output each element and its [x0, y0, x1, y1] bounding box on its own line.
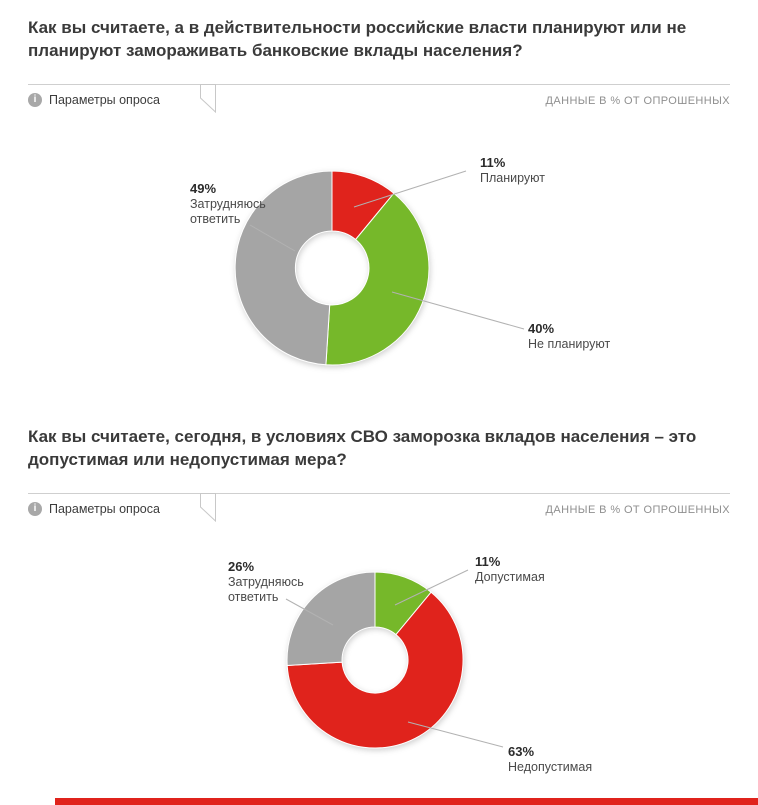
slice-name: Планируют [480, 171, 546, 185]
slice-pct: 40% [528, 321, 555, 336]
slice-pct: 26% [228, 559, 255, 574]
footer-accent-bar [55, 798, 758, 805]
donut-chart-svg [234, 170, 525, 366]
slice-name: Не планируют [528, 337, 611, 351]
poll-section-freeze-plans: Как вы считаете, а в действительности ро… [28, 18, 730, 411]
leader-line [391, 291, 525, 330]
poll-question-title: Как вы считаете, сегодня, в условиях СВО… [28, 427, 697, 469]
slice-name: Недопустимая [508, 760, 593, 774]
params-flag-divider [200, 84, 216, 113]
data-note: ДАННЫЕ В % ОТ ОПРОШЕННЫХ [545, 95, 730, 107]
donut-slice-1-2 [286, 571, 376, 667]
slice-label-planiruyut: 11% Планируют [480, 155, 545, 186]
leader-line [285, 598, 334, 626]
poll-params-label: Параметры опроса [49, 93, 160, 107]
poll-params-label: Параметры опроса [49, 502, 160, 516]
slice-pct: 49% [190, 181, 217, 196]
slice-label-ne-planiruyut: 40% Не планируют [528, 321, 610, 352]
donut-slice-0-2 [234, 170, 333, 366]
slice-pct: 11% [480, 155, 506, 170]
slice-pct: 63% [508, 744, 535, 759]
leader-line [249, 224, 296, 252]
donut-chart-svg [285, 569, 504, 749]
donut-chart-freeze-plans: 11% Планируют 40% Не планируют 49% Затру… [28, 119, 730, 411]
slice-label-dopustimaya: 11% Допустимая [475, 554, 545, 585]
info-icon: i [28, 93, 42, 107]
leader-line [394, 569, 469, 606]
slice-label-zatrudnyayus: 49% Затрудняюсь ответить [190, 181, 278, 227]
slice-label-zatrudnyayus: 26% Затрудняюсь ответить [228, 559, 316, 605]
params-flag-divider [200, 493, 216, 522]
leader-line [353, 170, 467, 208]
donut-slice-1-1 [286, 591, 464, 749]
params-bar: i Параметры опроса ДАННЫЕ В % ОТ ОПРОШЕН… [28, 84, 730, 119]
poll-params-toggle[interactable]: i Параметры опроса [28, 494, 160, 516]
params-bar: i Параметры опроса ДАННЫЕ В % ОТ ОПРОШЕН… [28, 493, 730, 528]
slice-name: Допустимая [475, 570, 545, 584]
donut-slice-0-1 [325, 192, 430, 366]
leader-line [407, 721, 504, 748]
donut-chart-freeze-acceptability: 11% Допустимая 63% Недопустимая 26% Затр… [28, 528, 730, 798]
poll-section-freeze-acceptability: Как вы считаете, сегодня, в условиях СВО… [0, 411, 758, 798]
slice-name: Затрудняюсь ответить [190, 197, 266, 226]
poll-question-title: Как вы считаете, а в действительности ро… [28, 18, 687, 60]
poll-params-toggle[interactable]: i Параметры опроса [28, 85, 160, 107]
slice-label-nedopustimaya: 63% Недопустимая [508, 744, 592, 775]
info-icon: i [28, 502, 42, 516]
slice-name: Затрудняюсь ответить [228, 575, 304, 604]
data-note: ДАННЫЕ В % ОТ ОПРОШЕННЫХ [545, 504, 730, 516]
slice-pct: 11% [475, 554, 501, 569]
